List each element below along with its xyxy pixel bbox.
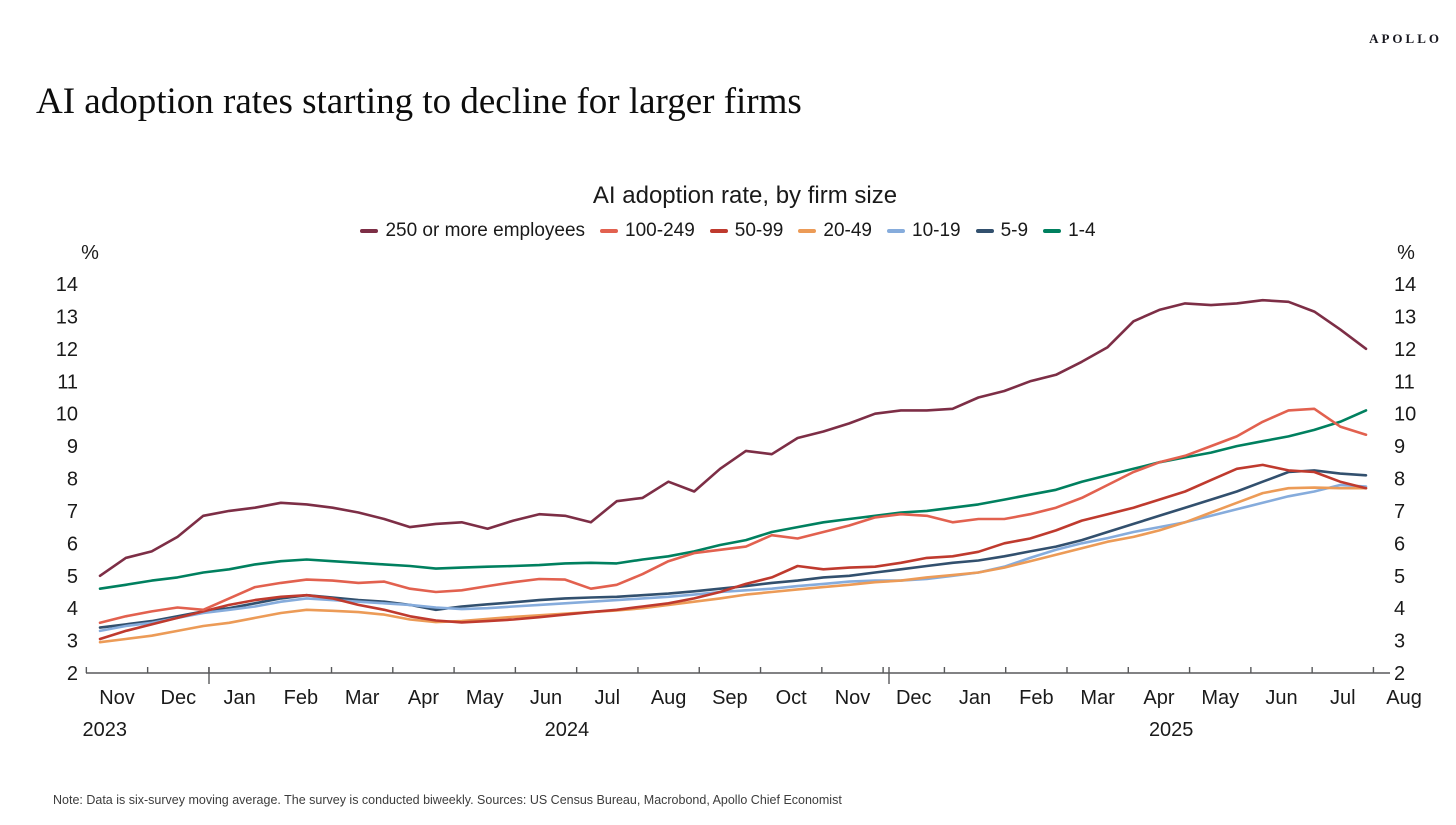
y-tick-label-right: 13 bbox=[1394, 306, 1416, 328]
legend-item-100-249: 100-249 bbox=[600, 220, 695, 242]
y-tick-label-left: 8 bbox=[67, 469, 78, 491]
series-line-50-99 bbox=[98, 463, 1368, 641]
x-year-label: 2025 bbox=[1149, 719, 1194, 741]
x-tick-label: Feb bbox=[284, 687, 318, 709]
y-tick-label-right: 2 bbox=[1394, 663, 1405, 685]
legend-item-250-or-more-employees: 250 or more employees bbox=[360, 220, 585, 242]
y-tick-label-left: 2 bbox=[67, 663, 78, 685]
x-tick-label: Sep bbox=[712, 687, 748, 709]
x-tick-label: Mar bbox=[345, 687, 380, 709]
y-axis-unit-left: % bbox=[81, 242, 99, 264]
x-tick-label: Apr bbox=[408, 687, 439, 709]
y-tick-label-right: 3 bbox=[1394, 631, 1405, 653]
x-tick-label: Mar bbox=[1080, 687, 1115, 709]
legend-swatch bbox=[887, 229, 905, 233]
chart-title: AI adoption rate, by firm size bbox=[592, 182, 898, 209]
legend-label: 50-99 bbox=[734, 220, 784, 241]
y-tick-label-right: 8 bbox=[1394, 469, 1405, 491]
x-tick-label: Dec bbox=[896, 687, 932, 709]
y-tick-label-right: 5 bbox=[1394, 566, 1405, 588]
legend-item-5-9: 5-9 bbox=[975, 220, 1029, 242]
legend-swatch bbox=[1043, 229, 1062, 233]
legend-label: 20-49 bbox=[823, 220, 872, 241]
y-tick-label-right: 14 bbox=[1394, 274, 1416, 296]
y-tick-label-right: 10 bbox=[1394, 404, 1416, 426]
series-line-20-49 bbox=[98, 486, 1368, 644]
x-tick-label: May bbox=[466, 687, 504, 709]
chart-legend: 250 or more employees 100-249 50-99 20-49 10… bbox=[83, 220, 1373, 242]
y-axis-unit-right: % bbox=[1397, 242, 1415, 264]
legend-item-1-4: 1-4 bbox=[1043, 220, 1096, 242]
y-tick-label-right: 12 bbox=[1394, 339, 1416, 361]
x-tick-label: Jun bbox=[1265, 687, 1297, 709]
series-line-250-or-more-employees bbox=[98, 298, 1368, 578]
y-tick-label-left: 6 bbox=[67, 533, 78, 555]
y-tick-label-right: 9 bbox=[1394, 436, 1405, 458]
x-year-label: 2024 bbox=[545, 719, 590, 741]
x-tick-label: Jul bbox=[1330, 687, 1356, 709]
x-tick-label: Jun bbox=[530, 687, 562, 709]
y-tick-label-right: 6 bbox=[1394, 533, 1405, 555]
x-tick-label: Aug bbox=[1386, 687, 1422, 709]
y-tick-label-right: 11 bbox=[1394, 371, 1415, 393]
apollo-logo: APOLLO bbox=[1369, 31, 1442, 46]
x-tick-label: Feb bbox=[1019, 687, 1053, 709]
x-tick-label: Nov bbox=[99, 687, 135, 709]
legend-swatch bbox=[975, 229, 994, 233]
x-tick-label: Aug bbox=[651, 687, 687, 709]
x-tick-label: May bbox=[1201, 687, 1239, 709]
legend-item-20-49: 20-49 bbox=[798, 220, 872, 242]
page-title: AI adoption rates starting to decline fo… bbox=[36, 80, 802, 122]
legend-swatch bbox=[798, 229, 817, 233]
legend-swatch bbox=[600, 229, 619, 233]
x-tick-label: Dec bbox=[161, 687, 197, 709]
x-tick-label: Jan bbox=[959, 687, 991, 709]
series-line-10-19 bbox=[98, 483, 1368, 633]
legend-label: 1-4 bbox=[1068, 220, 1096, 241]
y-tick-label-left: 12 bbox=[56, 339, 78, 361]
legend-item-50-99: 50-99 bbox=[709, 220, 784, 242]
y-tick-label-left: 11 bbox=[57, 371, 78, 393]
y-tick-label-left: 13 bbox=[56, 306, 78, 328]
y-tick-label-left: 9 bbox=[67, 436, 78, 458]
x-year-label: 2023 bbox=[82, 719, 127, 741]
series-line-1-4 bbox=[98, 409, 1368, 591]
y-tick-label-left: 5 bbox=[67, 566, 78, 588]
legend-swatch bbox=[709, 229, 728, 233]
x-tick-label: Jul bbox=[595, 687, 621, 709]
footnote: Note: Data is six-survey moving average.… bbox=[53, 793, 842, 807]
y-tick-label-left: 3 bbox=[67, 631, 78, 653]
y-tick-label-left: 7 bbox=[67, 501, 78, 523]
legend-item-10-19: 10-19 bbox=[887, 220, 961, 242]
series-line-100-249 bbox=[98, 407, 1368, 625]
y-tick-label-left: 4 bbox=[67, 598, 78, 620]
y-tick-label-left: 14 bbox=[56, 274, 78, 296]
y-tick-label-left: 10 bbox=[56, 404, 78, 426]
x-tick-label: Oct bbox=[776, 687, 808, 709]
legend-swatch bbox=[360, 229, 379, 233]
y-tick-label-right: 7 bbox=[1394, 501, 1405, 523]
legend-label: 100-249 bbox=[625, 220, 695, 241]
x-tick-label: Nov bbox=[835, 687, 871, 709]
legend-label: 10-19 bbox=[912, 220, 961, 241]
x-tick-label: Jan bbox=[223, 687, 255, 709]
x-tick-label: Apr bbox=[1143, 687, 1174, 709]
y-tick-label-right: 4 bbox=[1394, 598, 1405, 620]
legend-label: 5-9 bbox=[1000, 220, 1029, 241]
legend-label: 250 or more employees bbox=[385, 220, 586, 241]
